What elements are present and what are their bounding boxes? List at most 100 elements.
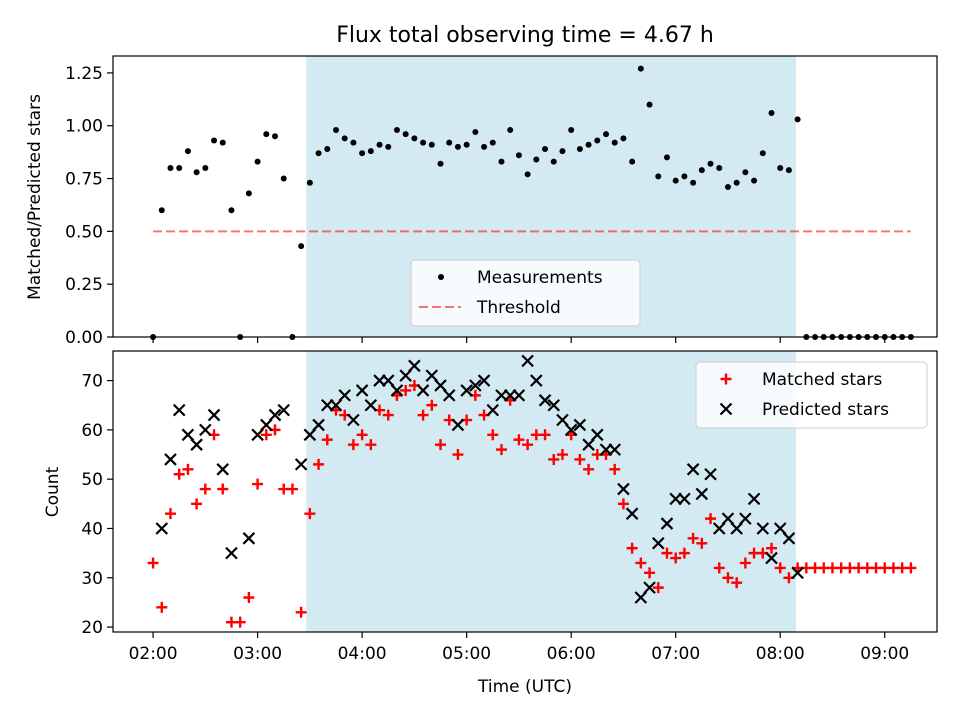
matched-star-marker (635, 557, 647, 569)
measurement-point (228, 207, 235, 214)
predicted-star-marker (695, 487, 709, 501)
matched-star-marker (356, 429, 368, 441)
measurement-point (533, 156, 540, 163)
matched-star-marker (609, 463, 621, 475)
predicted-star-marker (408, 359, 421, 373)
predicted-star-marker (747, 492, 761, 506)
predicted-star-marker (277, 403, 291, 417)
matched-star-marker (217, 483, 229, 495)
matched-star-marker (252, 478, 264, 490)
predicted-star-marker (207, 408, 221, 422)
matched-star-marker (617, 498, 629, 510)
matched-star-marker (304, 508, 316, 520)
predicted-star-marker (303, 428, 317, 442)
matched-star-marker (260, 429, 272, 441)
predicted-star-marker (190, 438, 203, 451)
predicted-star-marker (625, 507, 639, 520)
predicted-star-marker (486, 403, 500, 417)
legend-box (695, 361, 928, 429)
measurement-point (742, 169, 749, 176)
matched-star-marker (652, 582, 664, 594)
measurement-point (690, 179, 697, 186)
measurement-point (193, 169, 200, 176)
measurement-point (751, 177, 758, 184)
legend-label: Predicted stars (762, 400, 889, 420)
measurement-point (576, 145, 583, 152)
y-tick-label: 50 (81, 470, 103, 490)
measurement-point (402, 131, 409, 138)
predicted-star-marker (521, 354, 534, 368)
y-tick-label: 60 (81, 421, 103, 441)
matched-star-marker (766, 542, 778, 554)
measurement-point (367, 148, 374, 155)
measurement-point (184, 148, 191, 155)
measurement-point (724, 183, 731, 190)
predicted-star-marker (660, 517, 674, 530)
x-tick-label: 08:00 (756, 644, 805, 664)
y-tick-label: 0.25 (65, 275, 103, 295)
matched-star-marker (574, 453, 586, 465)
measurement-point (707, 160, 714, 167)
predicted-star-marker (451, 418, 465, 432)
measurement-point (524, 171, 531, 178)
y-tick-label: 70 (81, 372, 103, 392)
measurement-point (794, 116, 801, 123)
measurement-point (306, 179, 313, 186)
y-tick-label: 1.00 (65, 117, 103, 137)
predicted-star-marker (399, 369, 412, 382)
predicted-star-marker (460, 384, 473, 397)
measurement-point (629, 158, 636, 165)
measurement-point (681, 173, 688, 180)
matched-star-marker (661, 547, 673, 559)
predicted-star-marker (721, 512, 735, 525)
matched-star-marker (164, 508, 176, 520)
measurement-point (733, 179, 740, 186)
measurement-point (550, 158, 557, 165)
legend-label: Measurements (477, 268, 603, 288)
predicted-star-marker (312, 418, 325, 432)
predicted-star-marker (434, 379, 447, 392)
measurement-point (646, 101, 653, 108)
matched-star-marker (147, 557, 159, 569)
predicted-star-marker (756, 522, 770, 535)
predicted-star-marker (172, 403, 186, 417)
measurement-point (498, 158, 505, 165)
measurement-point (202, 164, 209, 171)
predicted-star-marker (216, 463, 230, 476)
matched-star-marker (191, 498, 203, 510)
predicted-star-marker (425, 369, 439, 382)
matched-star-marker (670, 552, 682, 564)
predicted-star-marker (538, 394, 552, 407)
predicted-star-marker (651, 536, 665, 550)
measurement-point (315, 150, 322, 157)
predicted-star-marker (199, 423, 212, 437)
matched-star-marker (722, 572, 734, 584)
measurement-point (341, 135, 348, 142)
matched-star-marker (182, 463, 194, 475)
predicted-star-marker (260, 418, 273, 432)
measurement-point (585, 141, 592, 148)
matched-star-marker (365, 439, 377, 451)
matched-star-marker (687, 532, 699, 544)
matched-star-marker (321, 434, 333, 446)
predicted-star-marker (347, 413, 360, 427)
matched-star-marker (731, 577, 743, 589)
measurement-point (176, 164, 183, 171)
predicted-star-marker (355, 384, 369, 397)
measurement-point (663, 154, 670, 161)
measurement-point (280, 175, 287, 182)
y-tick-label: 0.75 (65, 170, 103, 190)
measurement-point (507, 126, 514, 133)
measurement-point (245, 190, 252, 197)
matched-star-marker (417, 409, 429, 421)
measurement-point (332, 126, 339, 133)
predicted-star-marker (251, 428, 264, 442)
predicted-star-marker (155, 522, 169, 535)
predicted-star-marker (225, 546, 238, 560)
matched-star-marker (774, 562, 786, 574)
legend-label: Threshold (476, 298, 561, 318)
matched-star-marker (199, 483, 211, 495)
predicted-star-marker (608, 443, 621, 456)
matched-star-marker (243, 591, 255, 603)
x-tick-label: 09:00 (860, 644, 909, 664)
